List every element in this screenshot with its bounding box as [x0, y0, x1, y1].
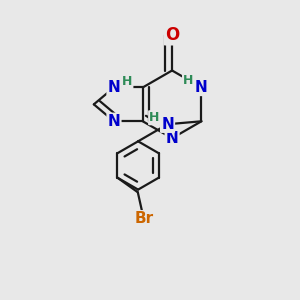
Text: N: N: [108, 114, 120, 129]
Text: N: N: [161, 117, 174, 132]
Text: N: N: [108, 80, 120, 95]
Text: O: O: [165, 26, 179, 44]
Text: Br: Br: [134, 211, 153, 226]
Text: H: H: [122, 75, 132, 88]
Text: H: H: [183, 74, 193, 87]
Text: H: H: [149, 111, 160, 124]
Text: N: N: [195, 80, 208, 95]
Text: N: N: [166, 131, 178, 146]
